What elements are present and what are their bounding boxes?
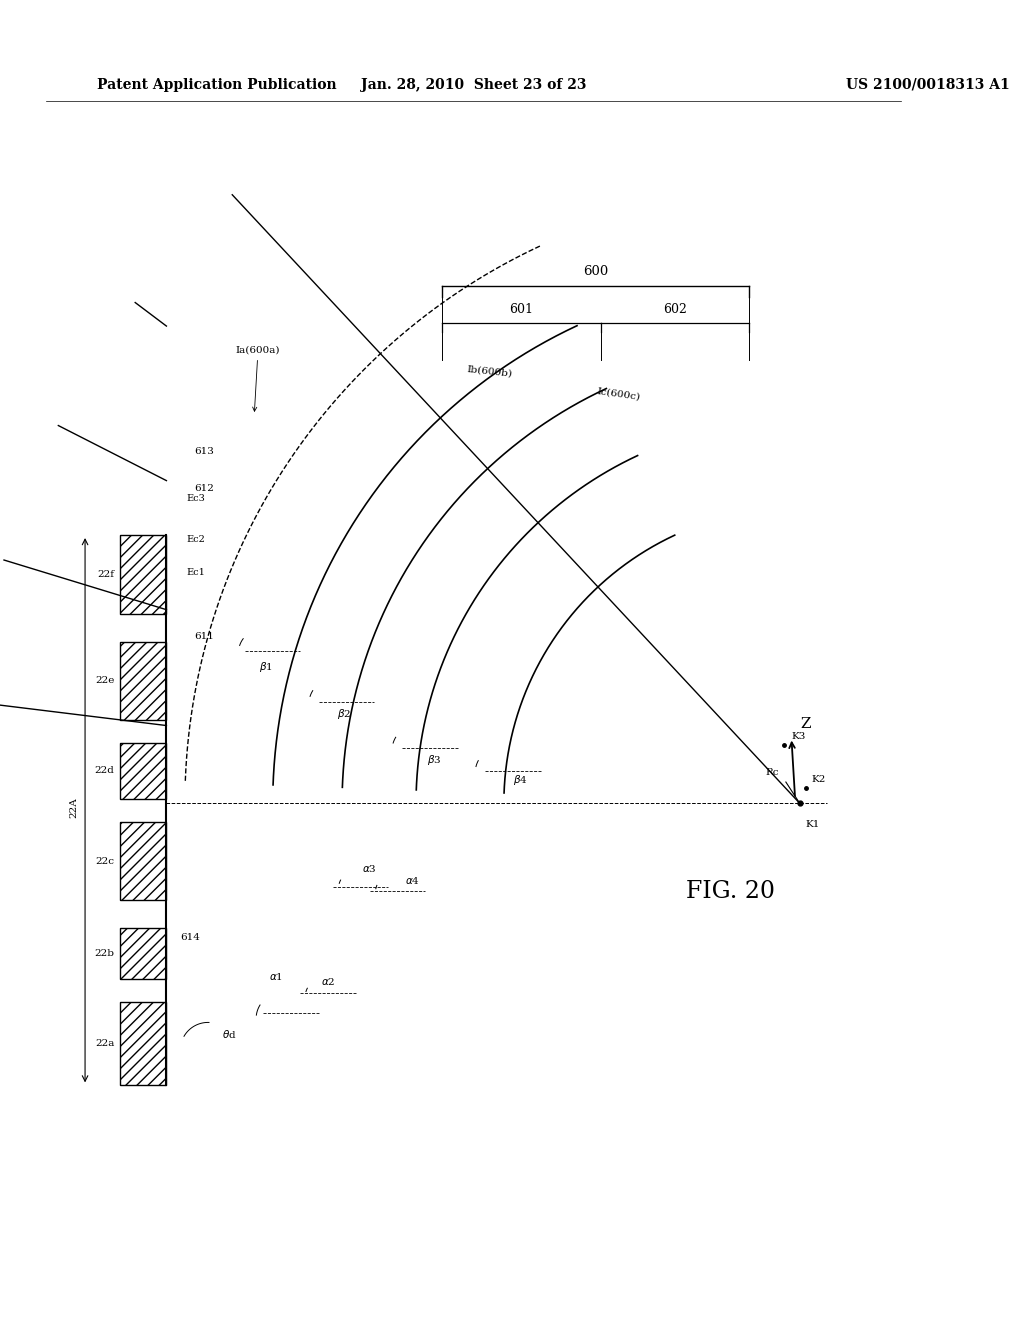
Text: 22d: 22d — [95, 767, 115, 775]
Text: Patent Application Publication: Patent Application Publication — [97, 78, 337, 91]
Text: 614: 614 — [180, 933, 200, 942]
Text: K3: K3 — [792, 733, 806, 742]
Bar — [120, 928, 167, 979]
Bar — [120, 743, 167, 799]
Text: Ec3: Ec3 — [186, 494, 206, 503]
Text: 613: 613 — [195, 447, 214, 457]
Text: Jan. 28, 2010  Sheet 23 of 23: Jan. 28, 2010 Sheet 23 of 23 — [360, 78, 586, 91]
Text: $\beta$4: $\beta$4 — [513, 774, 527, 787]
Bar — [120, 642, 167, 721]
Bar — [120, 928, 167, 979]
Text: Ia(600a): Ia(600a) — [236, 346, 281, 412]
Text: 612: 612 — [195, 484, 214, 494]
Text: Ic(600c): Ic(600c) — [596, 387, 641, 401]
Text: 22e: 22e — [95, 676, 115, 685]
Bar — [120, 822, 167, 900]
Text: Ib(600b): Ib(600b) — [467, 364, 513, 378]
Text: K2: K2 — [812, 775, 826, 784]
Text: 602: 602 — [663, 304, 687, 315]
Bar — [120, 743, 167, 799]
Text: 600: 600 — [583, 265, 608, 279]
Bar — [120, 1002, 167, 1085]
Text: Rc: Rc — [765, 768, 778, 777]
Text: $\alpha$4: $\alpha$4 — [404, 875, 420, 886]
Text: 22A: 22A — [70, 797, 79, 818]
Text: $\alpha$2: $\alpha$2 — [321, 977, 336, 987]
Text: $\alpha$3: $\alpha$3 — [362, 862, 377, 874]
Text: FIG. 20: FIG. 20 — [686, 879, 775, 903]
Text: 22a: 22a — [95, 1039, 115, 1048]
Text: 601: 601 — [510, 304, 534, 315]
Text: Ec2: Ec2 — [186, 536, 206, 544]
Text: $\beta$3: $\beta$3 — [427, 752, 441, 767]
Text: Z: Z — [801, 717, 811, 731]
Bar — [120, 535, 167, 614]
Text: $\beta$2: $\beta$2 — [337, 706, 351, 721]
Text: Ec1: Ec1 — [186, 568, 206, 577]
Text: 22b: 22b — [94, 949, 115, 958]
Text: 22f: 22f — [97, 570, 115, 579]
Text: 22c: 22c — [95, 857, 115, 866]
Text: 611: 611 — [195, 632, 214, 642]
Text: US 2100/0018313 A1: US 2100/0018313 A1 — [846, 78, 1010, 91]
Bar — [120, 1002, 167, 1085]
Text: K1: K1 — [805, 820, 819, 829]
Text: $\theta$d: $\theta$d — [222, 1028, 237, 1040]
Text: $\beta$1: $\beta$1 — [259, 660, 273, 675]
Bar — [120, 822, 167, 900]
Bar — [120, 535, 167, 614]
Bar — [120, 642, 167, 721]
Text: $\alpha$1: $\alpha$1 — [268, 970, 283, 982]
